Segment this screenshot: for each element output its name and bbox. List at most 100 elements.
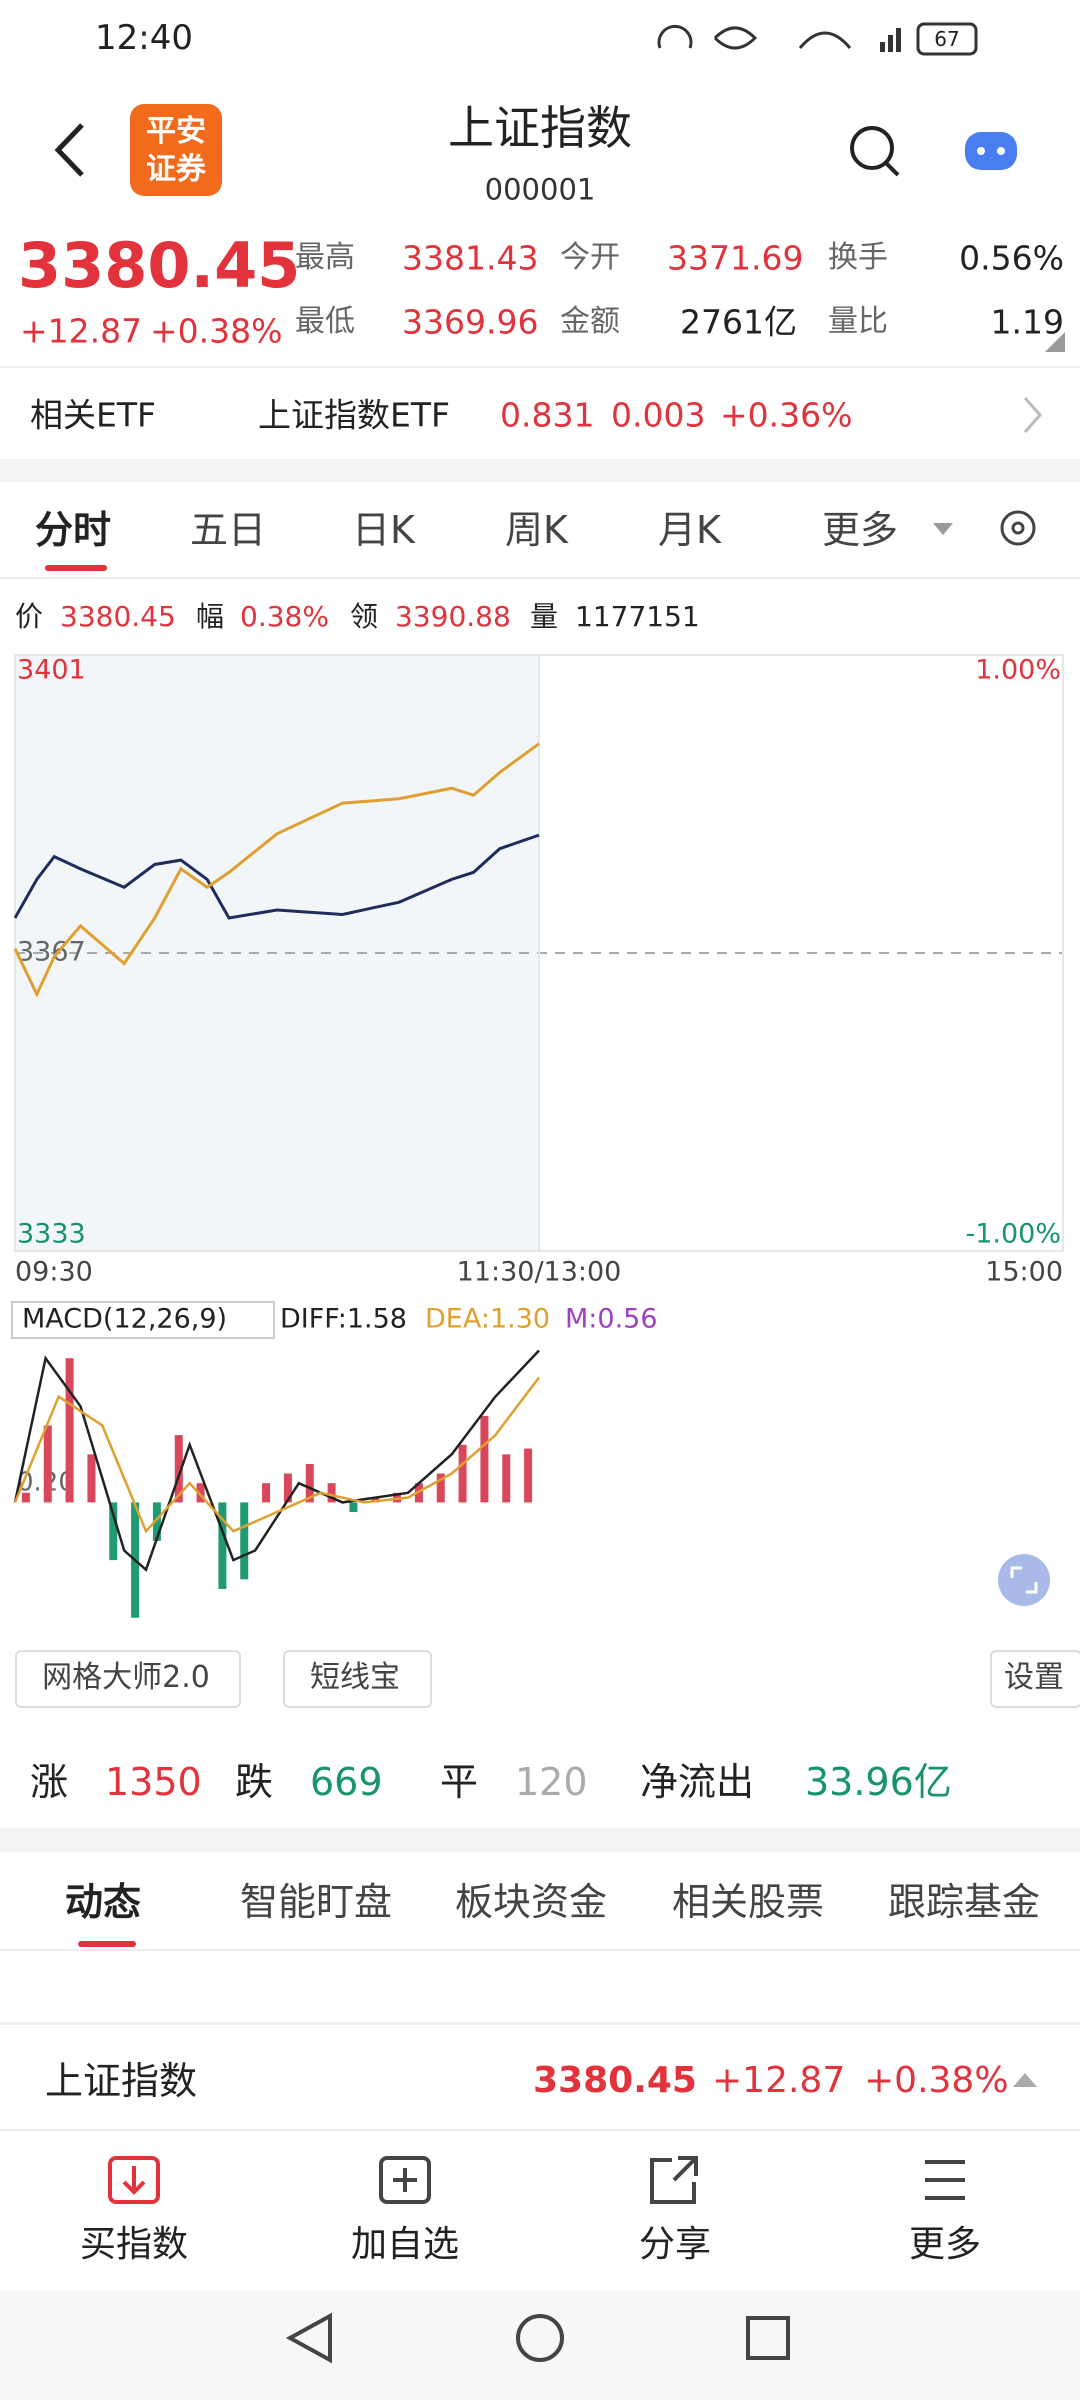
- dropdown-icon[interactable]: [933, 523, 953, 535]
- settings-icon[interactable]: [1011, 521, 1025, 535]
- macd-bar: [436, 1473, 445, 1503]
- tab-underline: [45, 565, 107, 571]
- etf-price: 0.831: [500, 395, 595, 435]
- x-tick-label: 15:00: [985, 1257, 1063, 1288]
- tool-label[interactable]: 网格大师2.0: [42, 1660, 210, 1695]
- nav-bar: [0, 2290, 1080, 2400]
- chart-tab[interactable]: 五日: [190, 508, 267, 552]
- macd-line: [13, 1349, 540, 1572]
- macd-bar: [174, 1435, 183, 1503]
- stat-label: 最高: [295, 240, 355, 275]
- macd-bar: [262, 1483, 271, 1503]
- nav-back[interactable]: [285, 2312, 332, 2364]
- back-icon[interactable]: [54, 123, 84, 177]
- indicator-selector[interactable]: [11, 1301, 275, 1339]
- macd-bar: [502, 1454, 511, 1503]
- chart-tab[interactable]: 更多: [822, 508, 899, 552]
- chart-tab[interactable]: 周K: [505, 508, 568, 552]
- bottom-name: 上证指数: [45, 2059, 198, 2103]
- macd-bar: [218, 1502, 227, 1589]
- toolbar-label[interactable]: 分享: [638, 2224, 712, 2265]
- legend: DIFF:1.58: [280, 1303, 407, 1335]
- macd-bar: [21, 1492, 30, 1503]
- assistant-icon[interactable]: [965, 132, 1017, 170]
- info-value: 1177151: [575, 600, 700, 633]
- stat-value: 1.19: [990, 302, 1064, 342]
- tool-button[interactable]: [15, 1650, 241, 1708]
- bottom-change-pct: +0.38%: [864, 2060, 1009, 2101]
- corner-mark: [1045, 332, 1065, 352]
- search-icon[interactable]: [884, 161, 900, 177]
- toolbar-icons[interactable]: [108, 2156, 965, 2204]
- macd-bar: [349, 1502, 358, 1513]
- nav-recent[interactable]: [746, 2316, 790, 2360]
- toolbar-label[interactable]: 加自选: [350, 2224, 460, 2265]
- info-value: 0.38%: [240, 600, 329, 633]
- breadth-value: 120: [515, 1760, 588, 1804]
- tab-underline: [78, 1941, 136, 1947]
- x-tick-label: 11:30/13:00: [457, 1257, 622, 1288]
- macd-bar: [196, 1483, 205, 1503]
- breadth-label: 平: [440, 1760, 479, 1804]
- legend: DEA:1.30: [425, 1303, 551, 1335]
- stat-value: 3371.69: [667, 238, 804, 278]
- info-label: 领: [350, 600, 379, 633]
- signal: [880, 28, 901, 52]
- macd-bar: [65, 1358, 74, 1503]
- stat-label: 最低: [295, 304, 355, 339]
- tool-button[interactable]: [283, 1650, 432, 1708]
- macd-bar: [152, 1502, 161, 1541]
- news-tab[interactable]: 跟踪基金: [888, 1880, 1041, 1924]
- expand-arrow[interactable]: [1013, 2073, 1037, 2087]
- tool-button[interactable]: [990, 1650, 1080, 1708]
- macd-line: [13, 1376, 540, 1534]
- stat-label: 今开: [560, 240, 620, 275]
- news-tab[interactable]: 板块资金: [455, 1880, 608, 1924]
- chart-tab[interactable]: 月K: [658, 508, 721, 552]
- y2-tick-label: 1.00%: [975, 655, 1061, 686]
- etf-change-pct: +0.36%: [720, 395, 853, 435]
- tool-label[interactable]: 短线宝: [310, 1660, 400, 1695]
- etf-name[interactable]: 上证指数ETF: [258, 395, 450, 435]
- breadth-label: 涨: [30, 1760, 69, 1804]
- chart-tab[interactable]: 日K: [352, 508, 415, 552]
- gap: [0, 459, 1080, 482]
- macd-bar: [43, 1425, 52, 1503]
- news-tab[interactable]: 智能盯盘: [240, 1880, 393, 1924]
- search-icon[interactable]: [850, 126, 894, 170]
- news-tab[interactable]: 相关股票: [672, 1880, 825, 1924]
- info-value: 3390.88: [395, 600, 511, 633]
- expand-icon[interactable]: [1010, 1566, 1038, 1594]
- change-pct: +0.38%: [150, 311, 283, 351]
- macd-bar: [240, 1502, 249, 1580]
- toolbar-label[interactable]: 更多: [908, 2224, 982, 2265]
- news-tab[interactable]: 动态: [65, 1880, 142, 1924]
- chart-tab[interactable]: 分时: [35, 508, 112, 552]
- price-line: [13, 833, 540, 920]
- toolbar-label[interactable]: 买指数: [79, 2224, 189, 2265]
- indicator-name[interactable]: MACD(12,26,9): [22, 1303, 228, 1335]
- stat-label: 换手: [828, 240, 888, 275]
- clock: 12:40: [95, 18, 193, 58]
- change: +12.87: [20, 311, 143, 351]
- info-label: 幅: [196, 600, 225, 633]
- macd-bar: [87, 1454, 96, 1503]
- bottom-change: +12.87: [712, 2060, 846, 2101]
- chevron[interactable]: [1023, 397, 1043, 433]
- expand-icon[interactable]: [998, 1554, 1050, 1606]
- macd-bar: [109, 1502, 118, 1561]
- tool-label[interactable]: 设置: [1004, 1660, 1064, 1695]
- stat-value: 3381.43: [402, 238, 539, 278]
- y2-tick-label: -1.00%: [965, 1219, 1061, 1250]
- legend: M:0.56: [565, 1303, 658, 1335]
- settings-icon[interactable]: [1000, 510, 1036, 546]
- price-line: [13, 742, 540, 998]
- price: 3380.45: [18, 229, 301, 302]
- bottom-price: 3380.45: [533, 2060, 697, 2101]
- status-icons: [657, 25, 852, 50]
- breadth-label: 跌: [235, 1760, 274, 1804]
- nav-home[interactable]: [516, 2314, 564, 2362]
- info-value: 3380.45: [60, 600, 176, 633]
- etf-label: 相关ETF: [30, 395, 156, 435]
